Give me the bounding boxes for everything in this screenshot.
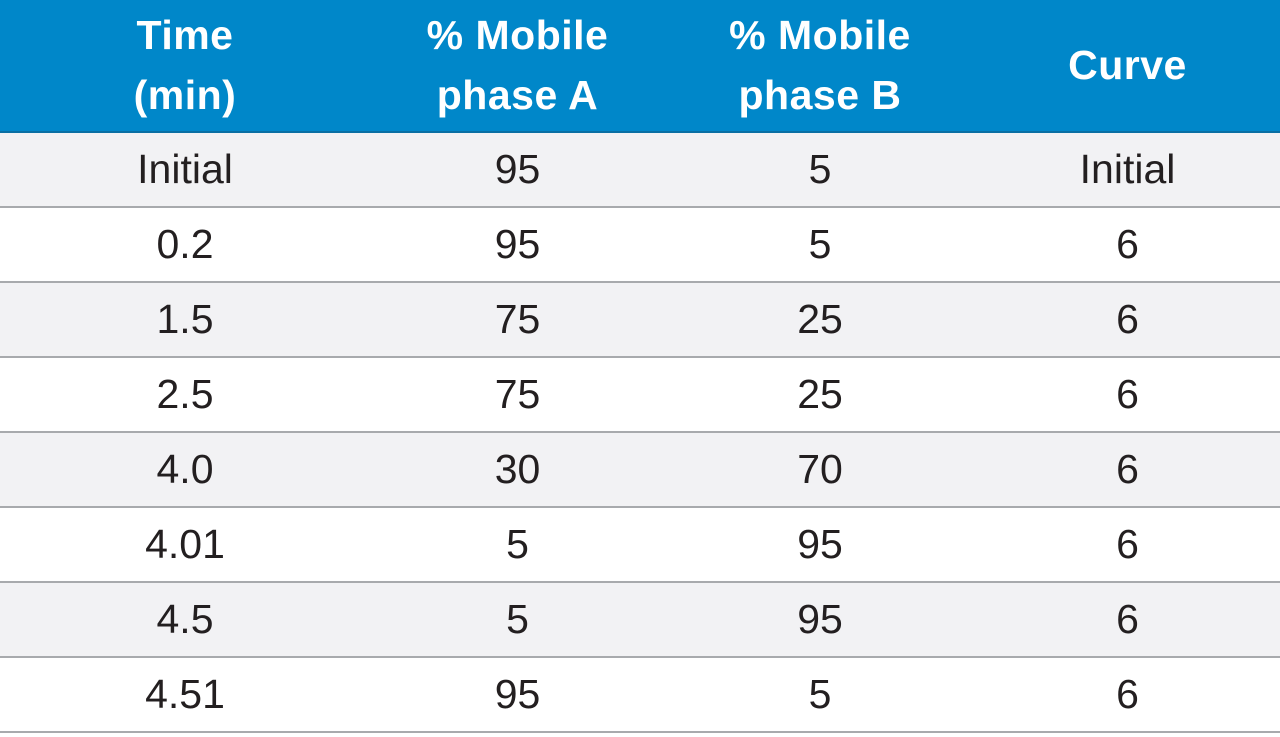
cell-time: 0.2 bbox=[156, 221, 214, 267]
cell-curve: 6 bbox=[1116, 671, 1139, 717]
cell-phase-b: 25 bbox=[797, 371, 843, 417]
cell-phase-b: 95 bbox=[797, 521, 843, 567]
table-row: 4.5 5 95 6 bbox=[0, 583, 1280, 658]
cell-phase-a: 95 bbox=[494, 221, 541, 267]
cell-phase-a: 5 bbox=[506, 596, 529, 642]
cell-time: 1.5 bbox=[156, 296, 214, 342]
table-row: 4.0 30 70 6 bbox=[0, 433, 1280, 508]
cell-curve: 6 bbox=[1116, 221, 1139, 267]
cell-phase-b: 95 bbox=[797, 596, 843, 642]
header-mobile-phase-b: % Mobile phase B bbox=[729, 12, 911, 118]
cell-phase-a: 95 bbox=[494, 671, 541, 717]
cell-time: 4.01 bbox=[145, 521, 225, 567]
cell-phase-b: 5 bbox=[808, 671, 832, 717]
cell-phase-a: 75 bbox=[494, 371, 541, 417]
cell-phase-a: 95 bbox=[494, 146, 541, 192]
table-row: 1.5 75 25 6 bbox=[0, 283, 1280, 358]
cell-time: 4.51 bbox=[145, 671, 225, 717]
header-mobile-phase-a: % Mobile phase A bbox=[426, 12, 609, 118]
cell-phase-a: 5 bbox=[506, 521, 529, 567]
cell-curve: 6 bbox=[1116, 296, 1139, 342]
table-row: 0.2 95 5 6 bbox=[0, 208, 1280, 283]
table-row: 4.51 95 5 6 bbox=[0, 658, 1280, 733]
table-row: Initial 95 5 Initial bbox=[0, 133, 1280, 208]
cell-curve: 6 bbox=[1116, 446, 1139, 492]
cell-curve: 6 bbox=[1116, 371, 1139, 417]
table-body: Initial 95 5 Initial 0.2 95 5 6 1.5 75 2… bbox=[0, 133, 1280, 737]
cell-curve: 6 bbox=[1116, 521, 1139, 567]
cell-phase-b: 70 bbox=[797, 446, 843, 492]
cell-curve: 6 bbox=[1116, 596, 1139, 642]
cell-phase-a: 75 bbox=[494, 296, 541, 342]
cell-time: 4.5 bbox=[156, 596, 214, 642]
header-time: Time (min) bbox=[133, 12, 237, 118]
cell-time: 4.0 bbox=[156, 446, 214, 492]
cell-phase-b: 5 bbox=[808, 221, 832, 267]
cell-time: 2.5 bbox=[156, 371, 214, 417]
cell-time: Initial bbox=[137, 146, 233, 192]
header-curve: Curve bbox=[1068, 41, 1187, 88]
table-header: Time (min) % Mobile phase A % Mobile pha… bbox=[0, 0, 1280, 133]
cell-phase-b: 25 bbox=[797, 296, 843, 342]
table-row: 4.01 5 95 6 bbox=[0, 508, 1280, 583]
cell-curve: Initial bbox=[1079, 146, 1176, 192]
cell-phase-a: 30 bbox=[494, 446, 541, 492]
cell-phase-b: 5 bbox=[808, 146, 832, 192]
table-row: 2.5 75 25 6 bbox=[0, 358, 1280, 433]
